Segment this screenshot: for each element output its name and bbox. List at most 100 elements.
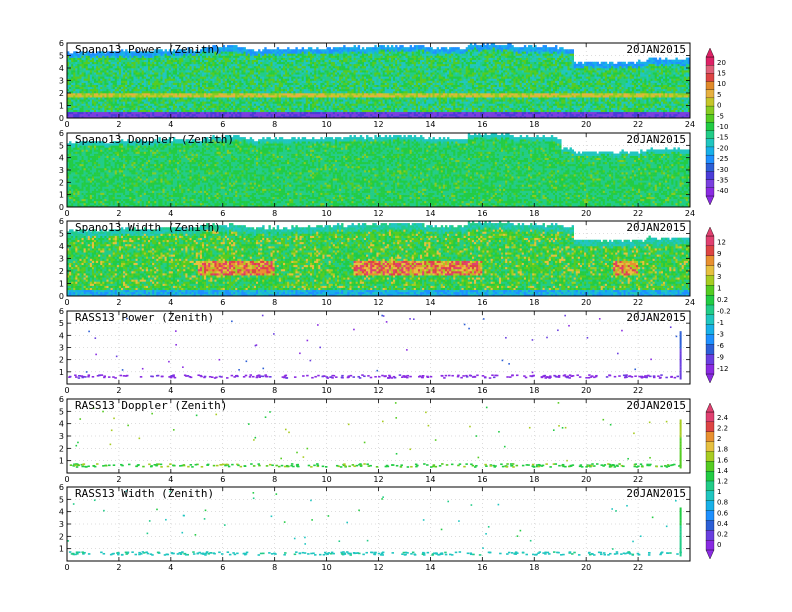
heatmap-cell [216, 57, 219, 60]
heatmap-cell [345, 84, 348, 88]
heatmap-cell [145, 76, 149, 79]
heatmap-cell [154, 88, 157, 92]
heatmap-cell [266, 78, 269, 81]
heatmap-cell [135, 65, 138, 69]
heatmap-cell [104, 115, 107, 119]
heatmap-cell [189, 101, 192, 104]
heatmap-cell [108, 55, 111, 58]
heatmap-cell [69, 111, 72, 115]
heatmap-cell [195, 72, 199, 75]
heatmap-cell [114, 74, 118, 77]
heatmap-cell [368, 97, 371, 100]
heatmap-cell [285, 51, 288, 54]
heatmap-cell [81, 78, 84, 81]
heatmap-cell [343, 70, 346, 73]
heatmap-cell [204, 93, 207, 96]
heatmap-cell [77, 63, 80, 67]
heatmap-cell [127, 63, 130, 67]
heatmap-cell [326, 90, 329, 94]
heatmap-cell [339, 84, 342, 88]
heatmap-cell [183, 70, 186, 73]
heatmap-cell [152, 84, 155, 88]
heatmap-cell [218, 47, 221, 50]
heatmap-cell [280, 105, 284, 108]
heatmap-cell [235, 93, 238, 96]
heatmap-cell [189, 109, 192, 113]
heatmap-cell [262, 74, 265, 77]
heatmap-cell [224, 101, 228, 104]
heatmap-cell [314, 70, 317, 73]
heatmap-cell [123, 63, 126, 67]
heatmap-cell [189, 82, 192, 85]
heatmap-cell [71, 111, 74, 115]
heatmap-cell [127, 68, 130, 71]
heatmap-cell [129, 76, 132, 79]
heatmap-cell [158, 84, 161, 88]
heatmap-cell [193, 74, 197, 77]
heatmap-cell [212, 105, 215, 108]
heatmap-cell [189, 113, 192, 117]
heatmap-cell [326, 86, 329, 90]
heatmap-cell [81, 84, 84, 88]
heatmap-cell [93, 78, 97, 81]
heatmap-cell [368, 57, 371, 60]
heatmap-cell [270, 80, 273, 83]
heatmap-cell [376, 76, 379, 79]
heatmap-cell [193, 84, 197, 88]
heatmap-cell [228, 105, 232, 108]
heatmap-cell [326, 49, 329, 52]
heatmap-cell [243, 68, 246, 71]
heatmap-cell [285, 84, 288, 88]
heatmap-cell [253, 55, 257, 58]
heatmap-cell [324, 113, 327, 117]
heatmap-cell [258, 84, 261, 88]
heatmap-cell [376, 82, 379, 85]
heatmap-cell [355, 76, 359, 79]
heatmap-cell [220, 47, 224, 50]
heatmap-cell [264, 111, 267, 115]
heatmap-cell [67, 105, 70, 108]
heatmap-cell [251, 97, 255, 100]
heatmap-cell [199, 68, 203, 71]
heatmap-cell [131, 74, 134, 77]
heatmap-cell [314, 72, 317, 75]
heatmap-cell [120, 63, 124, 67]
heatmap-cell [162, 84, 165, 88]
heatmap-cell [276, 72, 280, 75]
heatmap-cell [141, 93, 145, 96]
heatmap-cell [272, 84, 275, 88]
heatmap-cell [98, 78, 101, 81]
heatmap-cell [359, 51, 363, 54]
heatmap-cell [251, 82, 255, 85]
heatmap-cell [353, 109, 356, 113]
heatmap-cell [324, 63, 327, 67]
heatmap-cell [282, 90, 286, 94]
heatmap-cell [370, 55, 373, 58]
heatmap-cell [143, 88, 147, 92]
heatmap-cell [67, 103, 70, 106]
heatmap-cell [216, 99, 219, 102]
heatmap-cell [266, 105, 269, 108]
heatmap-cell [201, 51, 205, 54]
heatmap-cell [260, 84, 263, 88]
heatmap-cell [93, 82, 97, 85]
heatmap-cell [245, 49, 248, 52]
heatmap-cell [378, 88, 381, 92]
heatmap-cell [108, 57, 111, 60]
heatmap-cell [278, 63, 282, 67]
heatmap-cell [247, 113, 251, 117]
heatmap-cell [104, 84, 107, 88]
heatmap-cell [334, 99, 338, 102]
heatmap-cell [199, 113, 203, 117]
heatmap-cell [162, 51, 165, 54]
heatmap-cell [328, 76, 332, 79]
heatmap-cell [228, 55, 232, 58]
heatmap-cell [266, 80, 269, 83]
heatmap-cell [197, 76, 201, 79]
heatmap-cell [226, 68, 230, 71]
heatmap-cell [307, 84, 311, 88]
heatmap-cell [231, 49, 234, 52]
heatmap-cell [363, 74, 367, 77]
heatmap-cell [314, 101, 317, 104]
heatmap-cell [112, 53, 116, 56]
